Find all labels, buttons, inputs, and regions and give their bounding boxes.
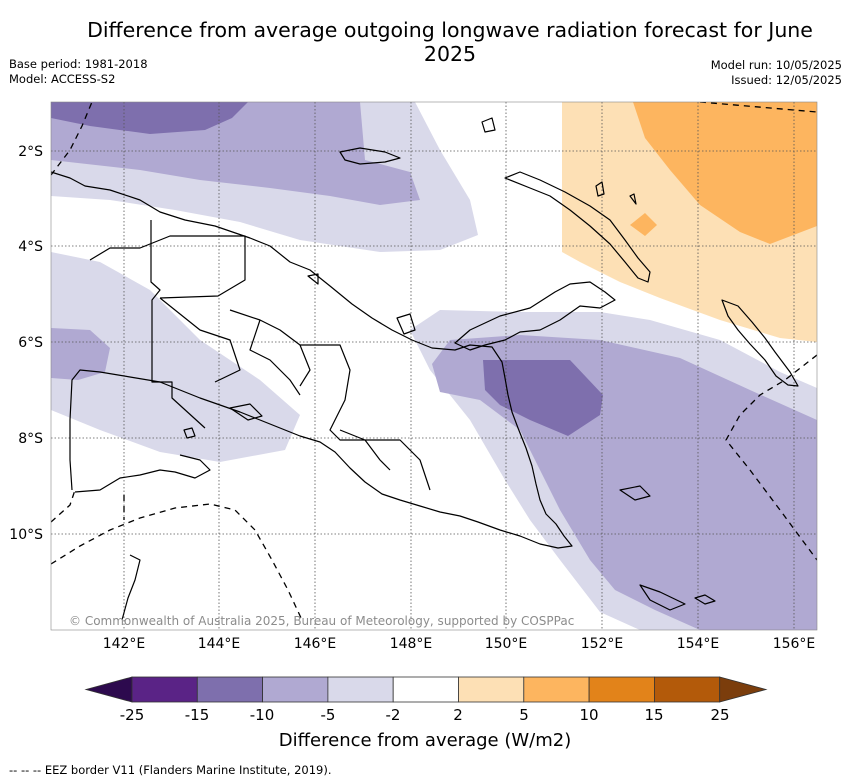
- colorbar: [84, 676, 768, 703]
- colorbar-label-1: -25: [119, 706, 145, 724]
- eez-borders: [51, 102, 817, 621]
- gridlines: [51, 102, 817, 630]
- colorbar-label-2: -15: [184, 706, 210, 724]
- colorbar-bin-1: [131, 676, 198, 703]
- colorbar-bin-8: [588, 676, 655, 703]
- eez-legend-note: -- -- -- EEZ border V11 (Flanders Marine…: [9, 763, 332, 777]
- internal-boundaries: [89, 235, 431, 491]
- map-frame: [50, 101, 818, 631]
- anomaly-region-dark-purple-north: [51, 102, 248, 134]
- new-britain: [454, 281, 616, 351]
- colorbar-label-9: 15: [644, 706, 664, 724]
- lat-label-10s: 10°S: [9, 527, 43, 543]
- milne-bay-islands: [619, 485, 716, 611]
- lon-label-142e: 142°E: [103, 636, 146, 652]
- colorbar-bin-7: [523, 676, 590, 703]
- colorbar-label-5: -2: [385, 706, 401, 724]
- border-line-west: [150, 220, 206, 429]
- colorbar-bin-2: [196, 676, 264, 703]
- colorbar-label-4: -5: [320, 706, 336, 724]
- colorbar-label-8: 10: [579, 706, 599, 724]
- meta-right: Model run: 10/05/2025 Issued: 12/05/2025: [711, 58, 842, 87]
- new-guinea-coast: [51, 171, 573, 549]
- issued-date: Issued: 12/05/2025: [731, 72, 842, 87]
- lon-label-146e: 146°E: [294, 636, 337, 652]
- meta-left: Base period: 1981-2018 Model: ACCESS-S2: [9, 57, 148, 86]
- anomaly-region-light-purple-west: [51, 252, 300, 462]
- anomaly-region-orange: [633, 102, 817, 244]
- colorbar-label-10: 25: [710, 706, 730, 724]
- colorbar-extend-high: [719, 676, 768, 703]
- map-plot-area: [51, 102, 817, 630]
- lon-label-154e: 154°E: [677, 636, 720, 652]
- anomaly-region-dark-purple-core: [483, 360, 603, 436]
- colorbar-label-3: -10: [249, 706, 275, 724]
- colorbar-title: Difference from average (W/m2): [278, 730, 572, 751]
- lon-label-144e: 144°E: [198, 636, 241, 652]
- map-title: Difference from average outgoing longwav…: [87, 18, 813, 66]
- anomaly-region-orange-small: [630, 213, 657, 236]
- colorbar-bin-9: [654, 676, 721, 703]
- lat-label-8s: 8°S: [18, 431, 43, 447]
- colorbar-bin-4: [327, 676, 394, 703]
- colorbar-label-6: 2: [453, 706, 463, 724]
- lat-label-4s: 4°S: [18, 239, 43, 255]
- model-run: Model run: 10/05/2025: [710, 58, 842, 72]
- colorbar-bin-5: [392, 676, 459, 703]
- copyright-notice: © Commonwealth of Australia 2025, Bureau…: [69, 614, 575, 628]
- axis-labels: 2°S 4°S 6°S 8°S 10°S 142°E 144°E 146°E 1…: [9, 144, 815, 652]
- gulf-coast: [74, 454, 211, 493]
- lon-label-148e: 148°E: [390, 636, 433, 652]
- manus-island: [339, 147, 401, 165]
- anomaly-region-mid-purple-west: [51, 328, 110, 380]
- colorbar-extend-low: [84, 676, 133, 703]
- base-period: Base period: 1981-2018: [9, 57, 148, 71]
- coastlines: [51, 117, 799, 621]
- colorbar-label-7: 5: [519, 706, 529, 724]
- model-name: Model: ACCESS-S2: [9, 71, 116, 86]
- bougainville: [721, 299, 799, 387]
- small-islands: [121, 117, 637, 621]
- colorbar-bin-6: [458, 676, 525, 703]
- lon-label-156e: 156°E: [773, 636, 816, 652]
- lat-label-6s: 6°S: [18, 335, 43, 351]
- lon-label-152e: 152°E: [581, 636, 624, 652]
- colorbar-bin-3: [262, 676, 329, 703]
- lon-label-150e: 150°E: [485, 636, 528, 652]
- lat-label-2s: 2°S: [18, 144, 43, 160]
- new-ireland: [504, 171, 651, 283]
